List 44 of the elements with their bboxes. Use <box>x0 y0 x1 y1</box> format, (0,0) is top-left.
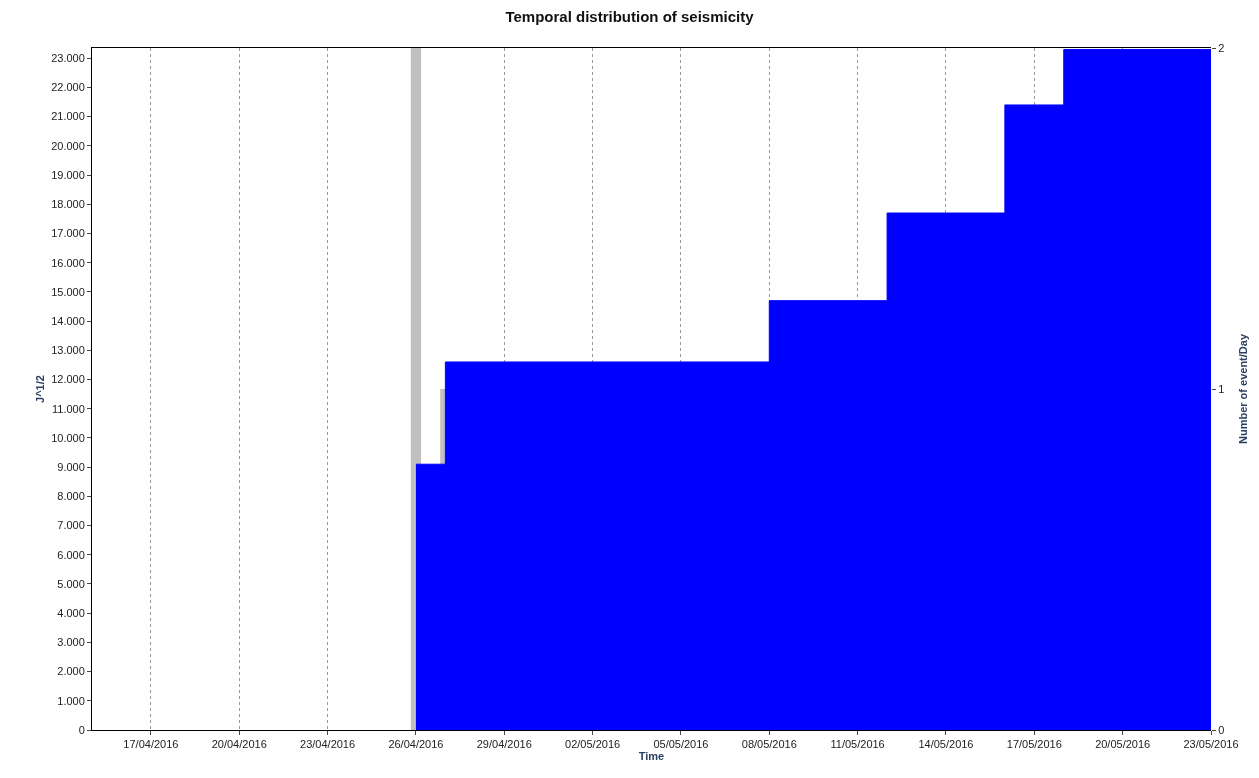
x-tick-label: 11/05/2016 <box>830 738 885 751</box>
y-tick-label: 1.000 <box>57 694 85 707</box>
y-tick-label: 2.000 <box>57 665 85 678</box>
y-tick-label: 5.000 <box>57 577 85 590</box>
y-tick-label: 22.000 <box>51 81 85 94</box>
x-tick-label: 23/05/2016 <box>1183 738 1239 751</box>
y-tick-label: 20.000 <box>51 139 85 152</box>
x-tick-label: 20/05/2016 <box>1095 738 1151 751</box>
y-tick-label: 21.000 <box>51 110 85 123</box>
x-axis-title: Time <box>638 750 665 763</box>
y-tick-label: 11.000 <box>51 402 85 415</box>
y-tick-label: 12.000 <box>51 373 85 386</box>
y-tick-label: 6.000 <box>57 548 85 561</box>
x-tick-label: 05/05/2016 <box>653 738 709 751</box>
y2-tick-label: 2 <box>1218 41 1225 54</box>
x-tick-label: 08/05/2016 <box>741 738 797 751</box>
x-tick-label: 20/04/2016 <box>211 738 267 751</box>
y-tick-label: 9.000 <box>57 460 85 473</box>
y-tick-label: 17.000 <box>51 227 85 240</box>
y-tick-label: 19.000 <box>51 168 85 181</box>
y-tick-label: 4.000 <box>57 607 85 620</box>
x-tick-label: 29/04/2016 <box>476 738 532 751</box>
x-tick-label: 26/04/2016 <box>388 738 444 751</box>
y2-tick-label: 1 <box>1218 382 1225 395</box>
x-tick-label: 17/04/2016 <box>123 738 179 751</box>
y-tick-label: 8.000 <box>57 490 85 503</box>
x-tick-label: 02/05/2016 <box>565 738 621 751</box>
y-tick-label: 16.000 <box>51 256 85 269</box>
y-tick-label: 23.000 <box>51 52 85 65</box>
y2-axis-title: Number of event/Day <box>1236 333 1249 445</box>
y-axis-title: J^1/2 <box>33 375 46 403</box>
y-tick-label: 10.000 <box>51 431 85 444</box>
y-tick-label: 7.000 <box>57 519 85 532</box>
x-tick-label: 17/05/2016 <box>1006 738 1062 751</box>
y-tick-label: 13.000 <box>51 344 85 357</box>
y2-tick-label: 0 <box>1218 723 1225 736</box>
y-tick-label: 3.000 <box>57 636 85 649</box>
y-tick-label: 0 <box>78 723 85 736</box>
chart-title: Temporal distribution of seismicity <box>505 8 755 26</box>
y-tick-label: 18.000 <box>51 198 85 211</box>
x-tick-label: 23/04/2016 <box>300 738 356 751</box>
y-tick-label: 14.000 <box>51 314 85 327</box>
y-tick-label: 15.000 <box>51 285 85 298</box>
x-tick-label: 14/05/2016 <box>918 738 974 751</box>
